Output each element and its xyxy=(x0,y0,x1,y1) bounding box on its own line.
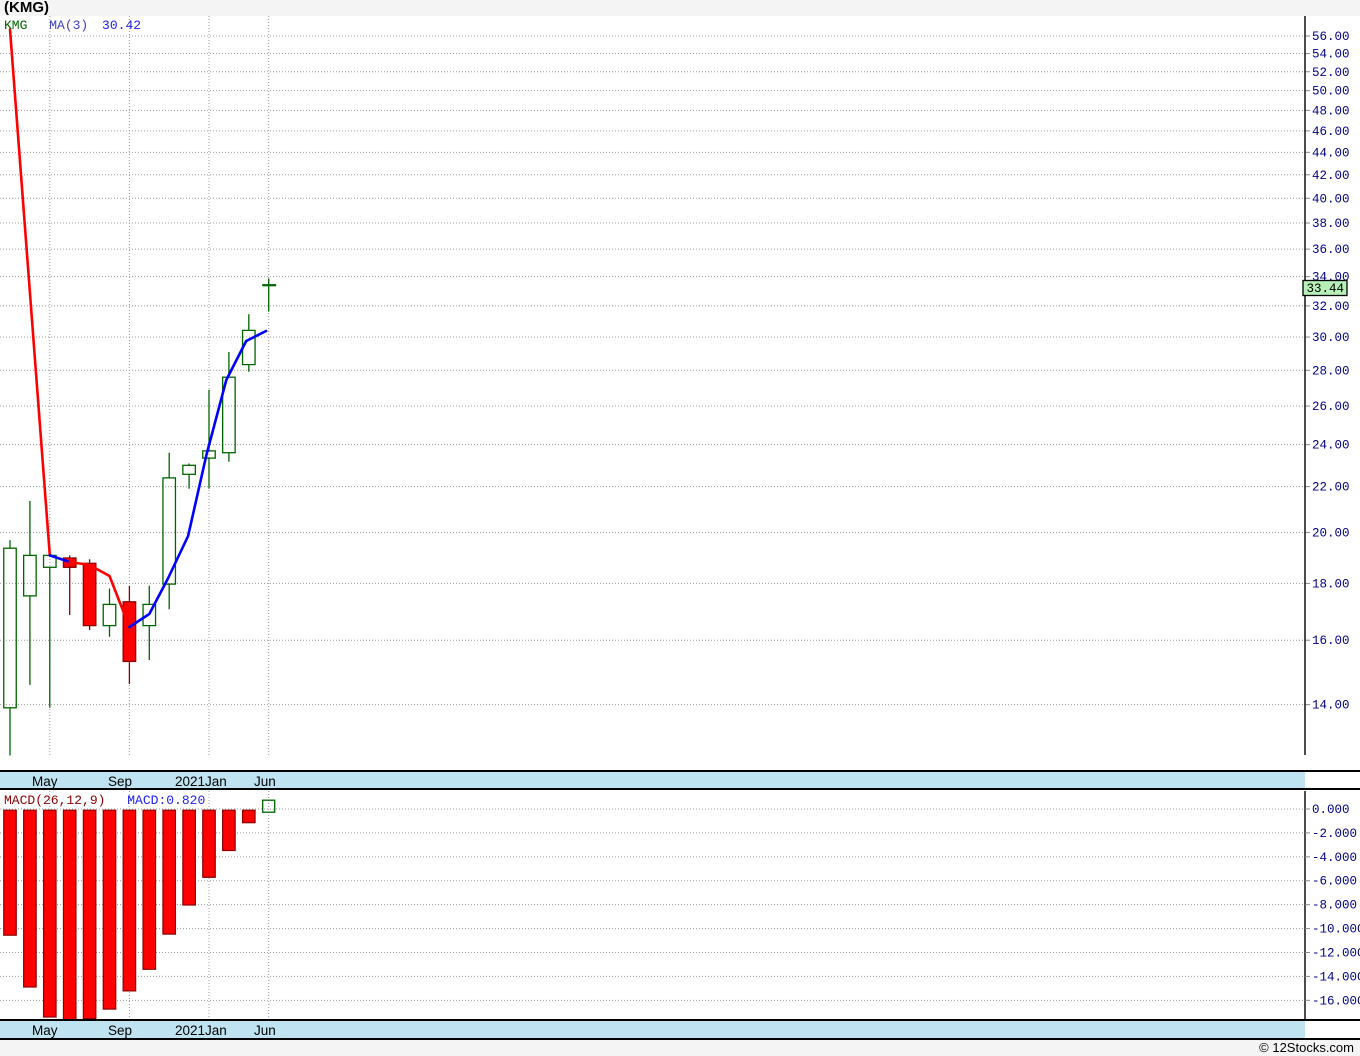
svg-text:44.00: 44.00 xyxy=(1312,146,1350,160)
svg-text:40.00: 40.00 xyxy=(1312,192,1350,206)
svg-text:-4.000: -4.000 xyxy=(1312,851,1357,865)
svg-text:20.00: 20.00 xyxy=(1312,527,1350,541)
svg-text:-12.000: -12.000 xyxy=(1312,947,1360,961)
svg-text:56.00: 56.00 xyxy=(1312,30,1350,44)
svg-text:52.00: 52.00 xyxy=(1312,66,1350,80)
svg-text:30.00: 30.00 xyxy=(1312,331,1350,345)
svg-text:-14.000: -14.000 xyxy=(1312,970,1360,984)
svg-text:50.00: 50.00 xyxy=(1312,85,1350,99)
svg-text:33.44: 33.44 xyxy=(1307,282,1345,296)
svg-text:48.00: 48.00 xyxy=(1312,104,1350,118)
svg-text:14.00: 14.00 xyxy=(1312,699,1350,713)
svg-text:-2.000: -2.000 xyxy=(1312,827,1357,841)
svg-text:28.00: 28.00 xyxy=(1312,364,1350,378)
svg-text:36.00: 36.00 xyxy=(1312,243,1350,257)
svg-text:54.00: 54.00 xyxy=(1312,48,1350,62)
svg-text:18.00: 18.00 xyxy=(1312,577,1350,591)
svg-text:-16.000: -16.000 xyxy=(1312,994,1360,1008)
svg-text:0.000: 0.000 xyxy=(1312,803,1350,817)
svg-text:42.00: 42.00 xyxy=(1312,169,1350,183)
svg-text:16.00: 16.00 xyxy=(1312,634,1350,648)
svg-text:-6.000: -6.000 xyxy=(1312,875,1357,889)
svg-text:-10.000: -10.000 xyxy=(1312,923,1360,937)
svg-text:38.00: 38.00 xyxy=(1312,217,1350,231)
svg-text:46.00: 46.00 xyxy=(1312,125,1350,139)
svg-text:26.00: 26.00 xyxy=(1312,400,1350,414)
svg-text:24.00: 24.00 xyxy=(1312,439,1350,453)
svg-text:22.00: 22.00 xyxy=(1312,481,1350,495)
svg-text:-8.000: -8.000 xyxy=(1312,899,1357,913)
svg-text:32.00: 32.00 xyxy=(1312,300,1350,314)
